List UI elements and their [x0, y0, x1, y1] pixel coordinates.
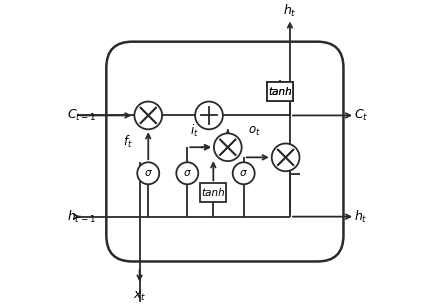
Circle shape — [233, 162, 255, 184]
Text: $x_t$: $x_t$ — [133, 290, 146, 304]
Text: $f_t$: $f_t$ — [123, 134, 133, 150]
Circle shape — [195, 102, 223, 129]
Circle shape — [135, 102, 162, 129]
Text: $i_t$: $i_t$ — [190, 123, 199, 139]
Text: $o_t$: $o_t$ — [248, 125, 261, 138]
Text: $h_t$: $h_t$ — [353, 208, 367, 225]
Text: $h_t$: $h_t$ — [283, 2, 297, 18]
Circle shape — [214, 133, 242, 161]
Text: $\tilde{C}_t$: $\tilde{C}_t$ — [221, 139, 234, 156]
Text: $\sigma$: $\sigma$ — [144, 168, 153, 178]
Text: $\sigma$: $\sigma$ — [239, 168, 248, 178]
Text: $\sigma$: $\sigma$ — [183, 168, 192, 178]
Circle shape — [272, 143, 300, 171]
FancyBboxPatch shape — [267, 82, 293, 101]
Circle shape — [137, 162, 159, 184]
Text: $C_t$: $C_t$ — [353, 108, 368, 123]
FancyBboxPatch shape — [200, 183, 226, 202]
Text: tanh: tanh — [268, 87, 292, 97]
Text: $C_{t-1}$: $C_{t-1}$ — [67, 108, 96, 123]
Text: $h_{t-1}$: $h_{t-1}$ — [67, 208, 96, 225]
Text: tanh: tanh — [202, 188, 225, 198]
FancyBboxPatch shape — [267, 82, 293, 101]
Circle shape — [176, 162, 198, 184]
Text: tanh: tanh — [268, 87, 292, 97]
